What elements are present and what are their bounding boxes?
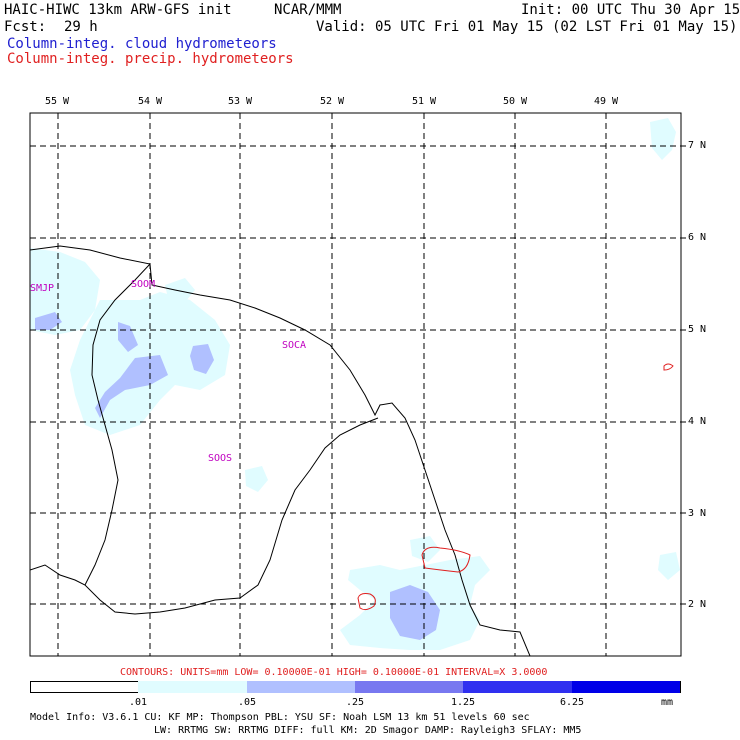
lat-label: 4 N: [688, 416, 707, 427]
lon-label: 53 W: [227, 96, 253, 107]
model-info-line1: Model Info: V3.6.1 CU: KF MP: Thompson P…: [30, 712, 530, 723]
lon-label: 51 W: [411, 96, 437, 107]
lat-label: 2 N: [688, 599, 707, 610]
title-left: HAIC-HIWC 13km ARW-GFS init: [4, 2, 232, 18]
model-info-line2: LW: RRTMG SW: RRTMG DIFF: full KM: 2D Sm…: [154, 725, 582, 736]
map-frame: [29, 112, 682, 657]
lon-label: 49 W: [593, 96, 619, 107]
station-label: SMJP: [30, 283, 55, 294]
field-precip-label: Column-integ. precip. hydrometeors: [7, 51, 294, 67]
scale-cell: [572, 681, 680, 693]
precip-contours: [357, 363, 674, 611]
lat-label: 7 N: [688, 140, 707, 151]
lat-label: 6 N: [688, 232, 707, 243]
lat-label: 3 N: [688, 508, 707, 519]
scale-label: .25: [345, 697, 365, 708]
station-label: SOCA: [282, 340, 307, 351]
fcst-label: Fcst:: [4, 19, 47, 35]
scale-label: .01: [128, 697, 148, 708]
scale-label: .05: [237, 697, 257, 708]
cloud-shading-medium: [35, 312, 440, 640]
scale-cell: [138, 681, 247, 693]
station-label: SOOS: [208, 453, 233, 464]
station-label: SOOM: [131, 279, 156, 290]
fcst-value: 29 h: [64, 19, 98, 35]
scale-cell: [247, 681, 355, 693]
lon-label: 52 W: [319, 96, 345, 107]
coastline: [30, 245, 531, 656]
init-time: Init: 00 UTC Thu 30 Apr 15: [521, 2, 740, 18]
scale-label: 1.25: [450, 697, 476, 708]
scale-cell: [355, 681, 463, 693]
scale-unit: mm: [661, 697, 674, 708]
title-center: NCAR/MMM: [274, 2, 342, 18]
scale-label: 6.25: [559, 697, 585, 708]
lat-lon-grid: [30, 113, 681, 656]
field-cloud-label: Column-integ. cloud hydrometeors: [7, 36, 277, 52]
scale-cell: [463, 681, 572, 693]
lat-label: 5 N: [688, 324, 707, 335]
lon-label: 55 W: [44, 96, 70, 107]
valid-time: Valid: 05 UTC Fri 01 May 15 (02 LST Fri …: [316, 19, 738, 35]
contours-note: CONTOURS: UNITS=mm LOW= 0.10000E-01 HIGH…: [120, 667, 548, 678]
lon-label: 50 W: [502, 96, 528, 107]
lon-label: 54 W: [137, 96, 163, 107]
